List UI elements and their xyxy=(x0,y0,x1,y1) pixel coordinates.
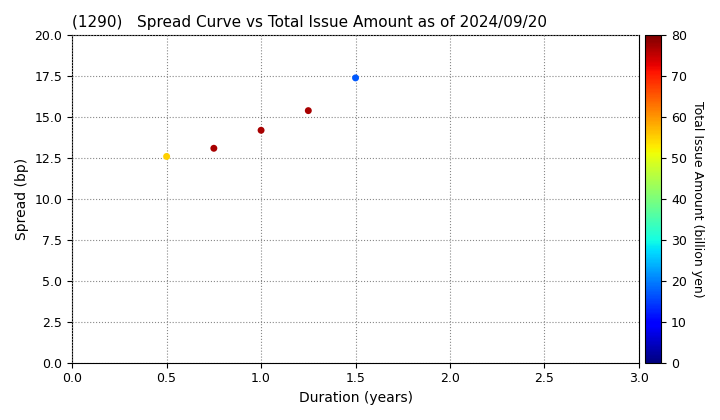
Point xyxy=(256,127,267,134)
Point xyxy=(161,153,172,160)
X-axis label: Duration (years): Duration (years) xyxy=(299,391,413,405)
Point xyxy=(302,107,314,114)
Point xyxy=(208,145,220,152)
Point xyxy=(350,74,361,81)
Y-axis label: Spread (bp): Spread (bp) xyxy=(15,158,29,240)
Y-axis label: Total Issue Amount (billion yen): Total Issue Amount (billion yen) xyxy=(690,101,703,297)
Text: (1290)   Spread Curve vs Total Issue Amount as of 2024/09/20: (1290) Spread Curve vs Total Issue Amoun… xyxy=(72,15,547,30)
